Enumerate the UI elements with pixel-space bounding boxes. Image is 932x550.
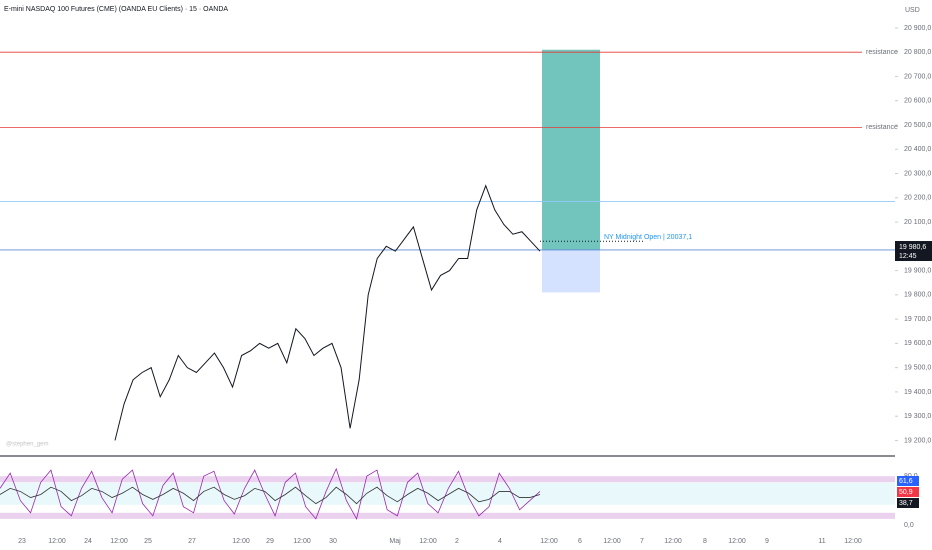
x-tick-label: 12:00 [110, 538, 128, 545]
osc-value-label: 61,6 [899, 478, 913, 485]
osc-value-box [897, 498, 919, 508]
x-tick-label: 12:00 [232, 538, 250, 545]
osc-tick-label: 0,0 [904, 522, 914, 529]
x-tick-label: 2 [455, 538, 459, 545]
x-tick-label: 25 [144, 538, 152, 545]
osc-band [0, 512, 895, 519]
x-tick-label: 30 [329, 538, 337, 545]
osc-value-box [897, 476, 919, 486]
y-tick-label: 20 500,0 [904, 122, 931, 129]
resistance-label: resistance [866, 124, 898, 131]
x-tick-label: 12:00 [603, 538, 621, 545]
y-tick-label: 19 900,0 [904, 267, 931, 274]
x-tick-label: 7 [640, 538, 644, 545]
osc-value-box [897, 487, 919, 497]
y-tick-label: 20 300,0 [904, 170, 931, 177]
target-zone [542, 49, 600, 250]
x-tick-label: 12:00 [419, 538, 437, 545]
midnight-open-label: NY Midnight Open | 20037,1 [604, 234, 692, 241]
x-tick-label: 12:00 [540, 538, 558, 545]
y-tick-label: 19 300,0 [904, 413, 931, 420]
x-tick-label: 8 [703, 538, 707, 545]
y-tick-label: 19 500,0 [904, 364, 931, 371]
y-tick-label: 20 600,0 [904, 98, 931, 105]
x-tick-label: 23 [18, 538, 26, 545]
y-tick-label: 20 100,0 [904, 219, 931, 226]
y-tick-label: 20 400,0 [904, 146, 931, 153]
price-line [114, 184, 541, 441]
osc-band [0, 476, 895, 483]
osc-line [0, 467, 541, 520]
watermark: @stephen_gem [6, 442, 48, 448]
y-tick-label: 20 700,0 [904, 73, 931, 80]
y-tick-label: 19 800,0 [904, 292, 931, 299]
osc-line [0, 486, 541, 505]
currency: USD [905, 7, 920, 14]
x-tick-label: 24 [84, 538, 92, 545]
osc-value-label: 50,9 [899, 489, 913, 496]
x-tick-label: 27 [188, 538, 196, 545]
x-tick-label: 9 [765, 538, 769, 545]
y-tick-label: 20 200,0 [904, 195, 931, 202]
resistance-label: resistance [866, 49, 898, 56]
y-tick-label: 20 900,0 [904, 25, 931, 32]
x-tick-label: 11 [818, 538, 825, 545]
x-tick-label: 12:00 [844, 538, 862, 545]
stop-zone [542, 249, 600, 293]
last-price-box [895, 241, 932, 262]
x-tick-label: 6 [578, 538, 582, 545]
countdown-label: 12:45 [899, 253, 917, 260]
last-price-label: 19 980,6 [899, 244, 926, 251]
x-tick-label: 12:00 [728, 538, 746, 545]
x-tick-label: Maj [389, 538, 401, 545]
y-tick-label: 19 400,0 [904, 389, 931, 396]
y-tick-label: 19 200,0 [904, 437, 931, 444]
osc-band [0, 482, 895, 505]
x-tick-label: 29 [266, 538, 274, 545]
x-tick-label: 4 [498, 538, 502, 545]
x-tick-label: 12:00 [293, 538, 311, 545]
y-tick-label: 19 700,0 [904, 316, 931, 323]
y-tick-label: 20 800,0 [904, 49, 931, 56]
x-tick-label: 12:00 [664, 538, 682, 545]
y-tick-label: 19 600,0 [904, 340, 931, 347]
x-tick-label: 12:00 [48, 538, 66, 545]
chart-title: E-mini NASDAQ 100 Futures (CME) (OANDA E… [4, 6, 228, 13]
osc-value-label: 38,7 [899, 500, 913, 507]
